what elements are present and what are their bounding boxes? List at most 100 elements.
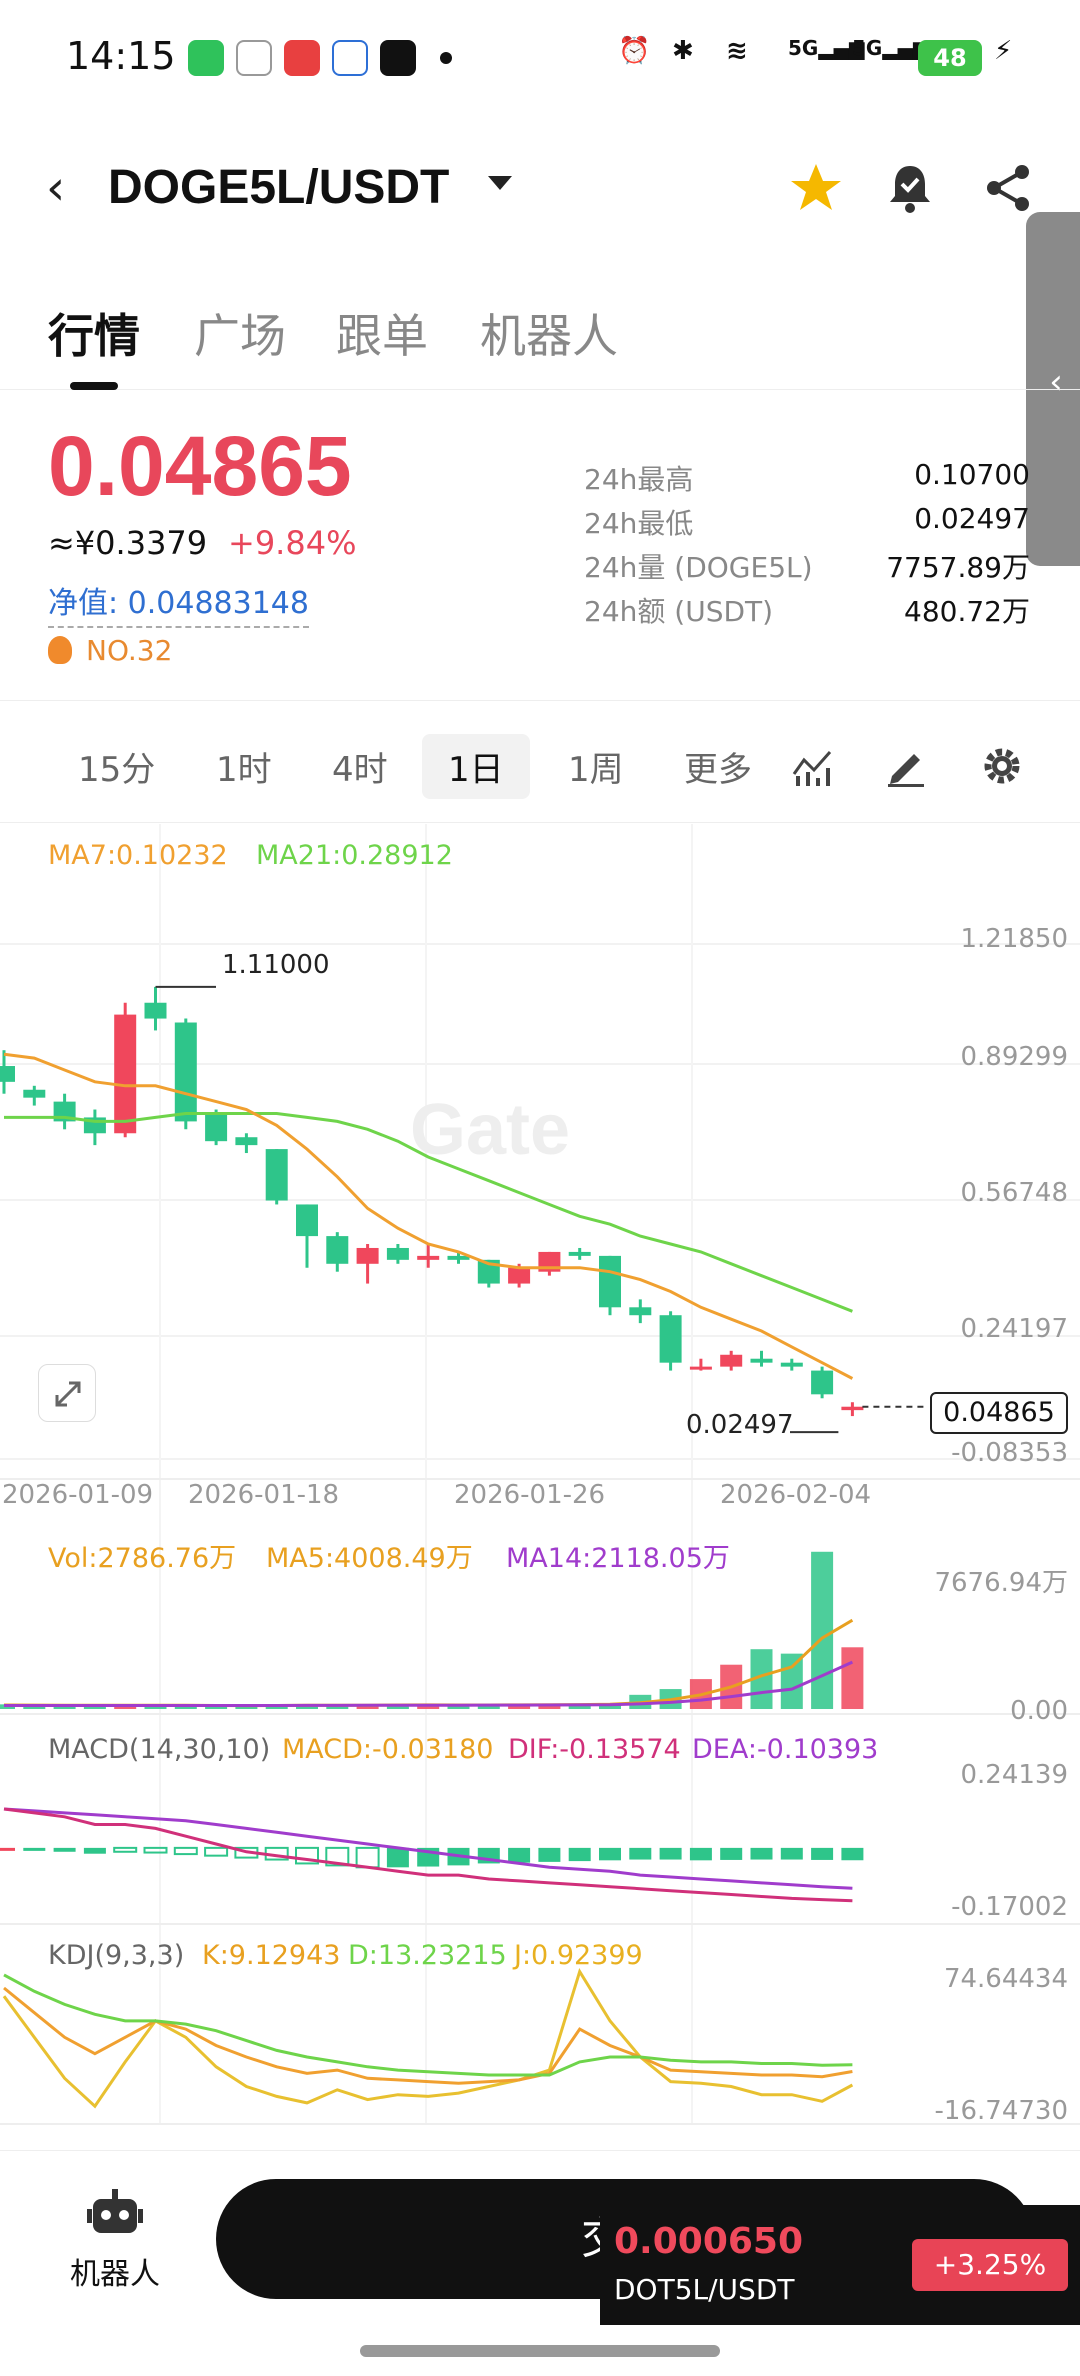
stat-label: 24h最低 bbox=[584, 507, 694, 540]
interval-15m[interactable]: 15分 bbox=[78, 750, 156, 790]
candle-body bbox=[205, 1113, 228, 1142]
charging-icon: ⚡ bbox=[994, 36, 1013, 66]
wechat-icon bbox=[188, 40, 224, 76]
interval-4h[interactable]: 4时 bbox=[332, 750, 388, 790]
robot-button[interactable]: 机器人 bbox=[60, 2187, 170, 2293]
macd-histogram-bar bbox=[173, 1846, 198, 1856]
volume-bar bbox=[265, 1705, 288, 1709]
macd-histogram-bar bbox=[811, 1847, 834, 1860]
candle-body bbox=[326, 1236, 349, 1264]
divider bbox=[0, 700, 1080, 701]
ma7-line bbox=[3, 1052, 854, 1380]
candle-body bbox=[568, 1251, 591, 1256]
chart-area[interactable]: Gate bbox=[0, 824, 1080, 2150]
volume-bar bbox=[296, 1705, 318, 1709]
macd-y-tick: 0.24139 bbox=[960, 1760, 1068, 1790]
kdj-d-value: D:13.23215 bbox=[348, 1940, 507, 1971]
macd-histogram-bar bbox=[689, 1847, 712, 1861]
candle-body bbox=[689, 1366, 712, 1370]
macd-histogram-bar bbox=[720, 1847, 743, 1860]
volume-bar bbox=[780, 1653, 803, 1709]
tab-robot[interactable]: 机器人 bbox=[480, 309, 618, 363]
rank-badge[interactable]: NO.32 bbox=[48, 634, 172, 667]
robot-label: 机器人 bbox=[70, 2257, 160, 2292]
volume-bar bbox=[568, 1704, 591, 1709]
expand-icon bbox=[55, 1381, 81, 1407]
24h-stats: 24h最高 0.10700 24h最低 0.02497 24h量 (DOGE5L) 7… bbox=[584, 458, 1030, 634]
macd-histogram-bar bbox=[659, 1847, 682, 1860]
settings-gear-icon[interactable] bbox=[980, 744, 1024, 788]
macd-title: MACD(14,30,10) bbox=[48, 1734, 271, 1765]
candle-body bbox=[750, 1358, 773, 1363]
tab-copy-trading[interactable]: 跟单 bbox=[336, 309, 428, 363]
macd-histogram-bar bbox=[538, 1847, 561, 1862]
tab-market[interactable]: 行情 bbox=[48, 309, 140, 363]
interval-more[interactable]: 更多 bbox=[684, 750, 752, 790]
alarm-icon: ⏰ bbox=[618, 36, 651, 66]
candle-body bbox=[841, 1406, 864, 1411]
x-tick: 2026-01-09 bbox=[2, 1480, 154, 1510]
draw-icon[interactable] bbox=[884, 744, 928, 788]
back-icon[interactable]: ‹ bbox=[46, 160, 66, 216]
candle-body bbox=[114, 1014, 137, 1134]
bluetooth-icon: ✱ bbox=[672, 36, 694, 66]
star-icon[interactable] bbox=[788, 160, 844, 216]
price-change: +9.84% bbox=[228, 524, 357, 562]
candle-body bbox=[720, 1354, 743, 1367]
macd-histogram-bar bbox=[325, 1846, 350, 1867]
volume-bar bbox=[417, 1705, 440, 1709]
candle-body bbox=[599, 1255, 621, 1308]
volume-bar bbox=[326, 1705, 349, 1709]
signal-5g-icon: 5G▂▄▆ bbox=[788, 36, 865, 60]
candle-body bbox=[23, 1089, 46, 1098]
vol-ma5-legend: MA5:4008.49万 bbox=[266, 1543, 473, 1574]
macd-histogram-bar bbox=[750, 1847, 773, 1860]
volume-bar bbox=[386, 1704, 409, 1709]
volume-bar bbox=[205, 1705, 228, 1709]
candle-body bbox=[144, 1002, 167, 1019]
kdj-y-tick: -16.74730 bbox=[934, 2096, 1068, 2126]
volume-bar bbox=[174, 1705, 197, 1709]
tab-square[interactable]: 广场 bbox=[194, 309, 286, 363]
share-icon[interactable] bbox=[980, 160, 1036, 216]
volume-bar bbox=[508, 1704, 531, 1709]
macd-histogram-bar bbox=[629, 1847, 652, 1860]
macd-histogram-bar bbox=[23, 1847, 46, 1851]
volume-bar bbox=[114, 1705, 137, 1709]
stat-label: 24h量 (DOGE5L) bbox=[584, 551, 813, 584]
net-value[interactable]: 净值: 0.04883148 bbox=[48, 578, 309, 628]
interval-1h[interactable]: 1时 bbox=[216, 750, 272, 790]
macd-y-tick: -0.17002 bbox=[951, 1892, 1068, 1922]
indicator-icon[interactable] bbox=[790, 744, 834, 788]
interval-1w[interactable]: 1周 bbox=[568, 750, 624, 790]
volume-bar bbox=[83, 1705, 106, 1709]
candle-body bbox=[659, 1315, 682, 1363]
vol-y-tick: 0.00 bbox=[1010, 1696, 1068, 1726]
macd-histogram-bar bbox=[508, 1847, 531, 1863]
kdj-j-line bbox=[2, 1967, 854, 2109]
macd-histogram-bar bbox=[355, 1846, 380, 1869]
header: ‹ DOGE5L/USDT bbox=[0, 140, 1080, 240]
chevron-down-icon[interactable] bbox=[488, 176, 512, 190]
page-title[interactable]: DOGE5L/USDT bbox=[108, 161, 450, 214]
macd-histogram-bar bbox=[568, 1847, 591, 1862]
home-indicator[interactable] bbox=[360, 2345, 720, 2357]
vol-ma14-line bbox=[4, 1660, 854, 1707]
x-tick: 2026-01-18 bbox=[188, 1480, 340, 1510]
macd-histogram-bar bbox=[0, 1847, 15, 1851]
macd-value: MACD:-0.03180 bbox=[282, 1734, 494, 1765]
low-marker-label: 0.02497 bbox=[686, 1410, 794, 1440]
kdj-title: KDJ(9,3,3) bbox=[48, 1940, 185, 1971]
y-tick: 0.89299 bbox=[960, 1042, 1068, 1072]
bell-check-icon[interactable] bbox=[882, 160, 938, 216]
alipay-icon bbox=[284, 40, 320, 76]
clock-app-icon bbox=[236, 40, 272, 76]
floating-ticker[interactable]: 0.000650 DOT5L/USDT +3.25% bbox=[600, 2205, 1080, 2325]
macd-histogram-bar bbox=[53, 1847, 76, 1852]
interval-1d[interactable]: 1日 bbox=[422, 734, 530, 799]
gate-app-icon bbox=[380, 40, 416, 76]
fullscreen-button[interactable] bbox=[38, 1364, 96, 1422]
more-notifications-icon bbox=[440, 52, 452, 64]
dea-value: DEA:-0.10393 bbox=[692, 1734, 879, 1765]
wifi-icon: ≋ bbox=[726, 36, 748, 66]
